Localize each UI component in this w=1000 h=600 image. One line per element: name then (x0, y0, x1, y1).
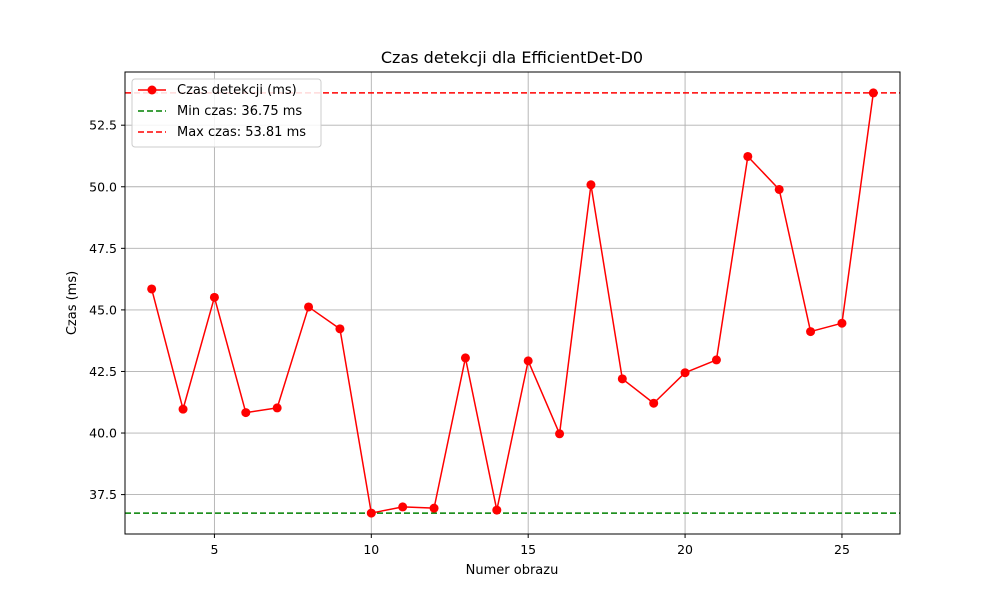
legend-min-label: Min czas: 36.75 ms (177, 104, 302, 119)
data-point (680, 368, 690, 378)
data-point (649, 398, 659, 408)
legend-box (131, 78, 322, 148)
data-point (523, 356, 533, 366)
x-tick-label: 10 (363, 542, 379, 557)
y-tick-label: 47.5 (89, 241, 117, 256)
y-axis-label: Czas (ms) (65, 271, 80, 335)
legend: Czas detekcji (ms) Min czas: 36.75 ms Ma… (131, 78, 322, 148)
data-point (366, 508, 376, 518)
series-line (150, 92, 875, 514)
legend-entry-series: Czas detekcji (ms) (138, 83, 297, 98)
data-point (617, 374, 627, 384)
chart-title: Czas detekcji dla EfficientDet-D0 (381, 48, 643, 67)
reference-lines (125, 92, 900, 514)
x-axis-ticks: 5 10 15 20 25 (210, 534, 850, 557)
data-point (272, 403, 282, 413)
x-tick-label: 5 (210, 542, 218, 557)
legend-entry-min: Min czas: 36.75 ms (138, 104, 302, 119)
legend-series-marker (147, 85, 157, 95)
data-point (492, 505, 502, 515)
data-point (241, 408, 251, 418)
data-point (460, 353, 470, 363)
plot-frame (124, 71, 901, 535)
y-tick-label: 42.5 (89, 364, 117, 379)
data-point (806, 327, 816, 337)
data-point (743, 151, 753, 161)
y-tick-label: 45.0 (89, 302, 117, 317)
x-tick-label: 15 (520, 542, 536, 557)
data-point (335, 324, 345, 334)
data-point (398, 502, 408, 512)
data-point (868, 88, 878, 98)
x-axis-label: Numer obrazu (466, 563, 559, 578)
data-point (304, 302, 314, 312)
data-point (711, 355, 721, 365)
x-tick-label: 25 (834, 542, 850, 557)
y-tick-label: 52.5 (89, 118, 117, 133)
data-point (178, 404, 188, 414)
data-point (147, 284, 157, 294)
legend-entry-max: Max czas: 53.81 ms (138, 125, 306, 140)
y-tick-label: 40.0 (89, 426, 117, 441)
data-point (555, 429, 565, 439)
x-tick-label: 20 (677, 542, 693, 557)
y-tick-label: 37.5 (89, 487, 117, 502)
series-layer (147, 88, 878, 518)
y-tick-label: 50.0 (89, 179, 117, 194)
y-axis-ticks: 37.5 40.0 42.5 45.0 47.5 50.0 52.5 (89, 118, 125, 502)
data-point (209, 292, 219, 302)
data-point (837, 318, 847, 328)
data-point (774, 184, 784, 194)
legend-max-label: Max czas: 53.81 ms (177, 125, 306, 140)
data-point (429, 503, 439, 513)
data-point (586, 180, 596, 190)
legend-series-label: Czas detekcji (ms) (177, 83, 297, 98)
